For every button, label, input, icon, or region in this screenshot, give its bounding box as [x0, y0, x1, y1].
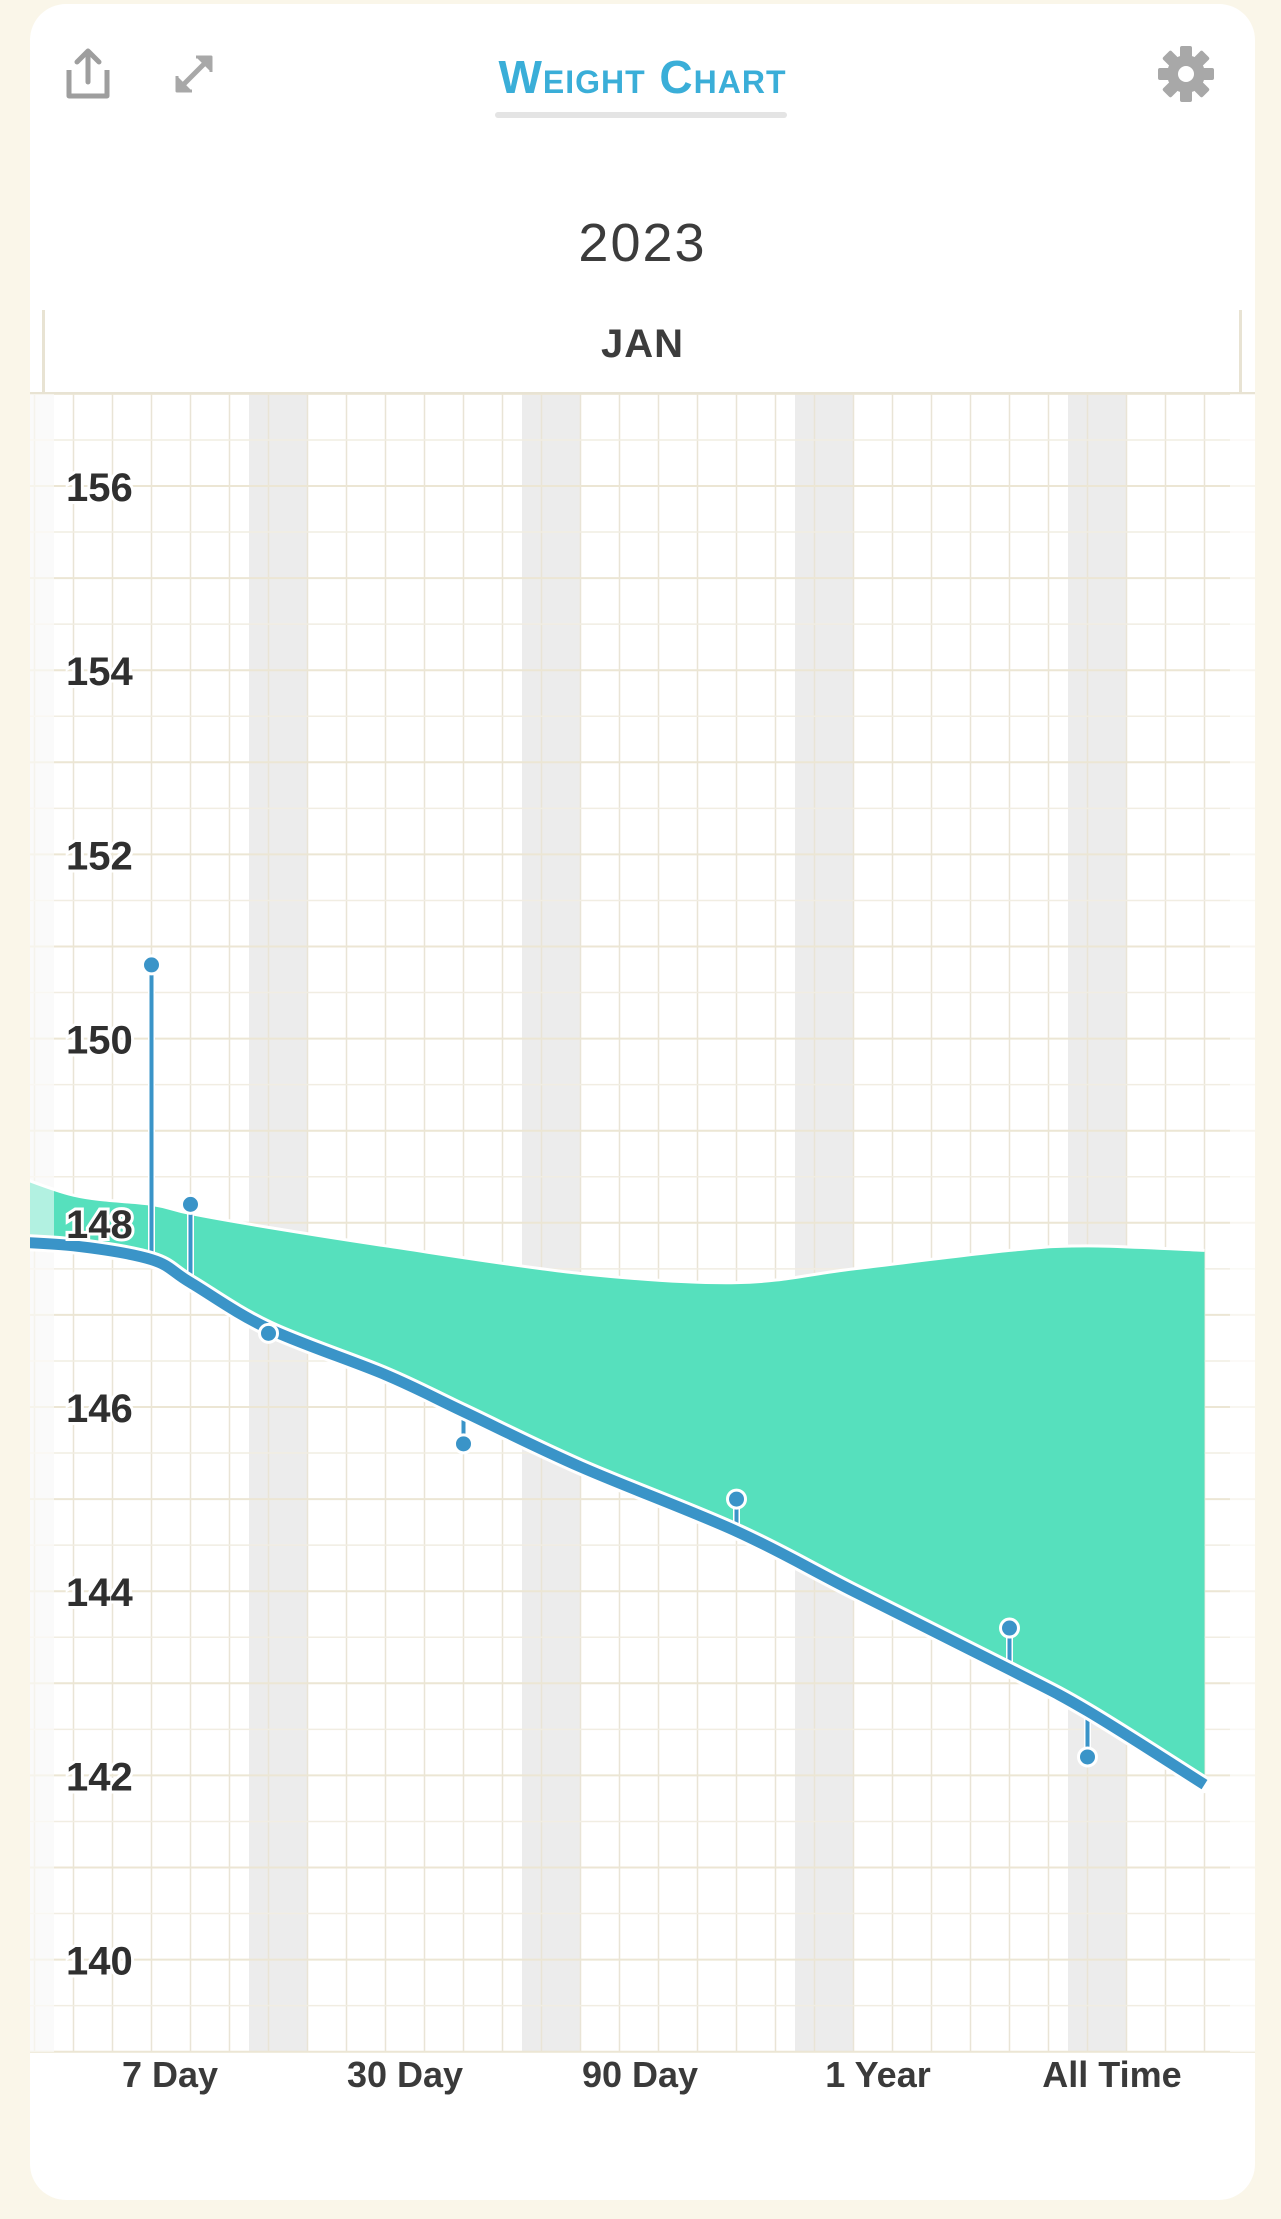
expand-icon — [175, 55, 213, 93]
weigh-in-point[interactable] — [258, 1322, 279, 1344]
weigh-in-point[interactable] — [180, 1193, 201, 1215]
share-button[interactable] — [56, 42, 120, 106]
weigh-in-point[interactable] — [141, 954, 162, 976]
left-fade — [30, 392, 54, 2052]
range-selector: 7 Day 30 Day 90 Day 1 Year All Time — [30, 2054, 1255, 2154]
range-button-all-time[interactable]: All Time — [1042, 2054, 1182, 2095]
y-tick-label: 156 — [66, 466, 133, 510]
y-tick-label: 144 — [66, 1571, 133, 1615]
year-label: 2023 — [578, 213, 707, 273]
range-button-90-day[interactable]: 90 Day — [581, 2054, 699, 2095]
weigh-in-point[interactable] — [1077, 1746, 1098, 1768]
y-tick-label: 140 — [66, 1940, 133, 1984]
range-button-1-year[interactable]: 1 Year — [825, 2054, 931, 2095]
target-band-area — [30, 1180, 1205, 1785]
month-label: JAN — [600, 322, 685, 366]
y-tick-label: 146 — [66, 1387, 133, 1431]
range-button-30-day[interactable]: 30 Day — [346, 2054, 464, 2095]
gear-icon — [1158, 46, 1214, 102]
page-title: Weight Chart — [498, 51, 787, 103]
expand-button[interactable] — [162, 42, 226, 106]
chart-card: Weight Chart 2023 JAN 140 142 144 — [30, 4, 1255, 2200]
y-tick-label: 152 — [66, 834, 133, 878]
range-button-7-day[interactable]: 7 Day — [121, 2054, 219, 2095]
right-fade — [1230, 392, 1255, 2052]
y-tick-label: 150 — [66, 1019, 133, 1063]
settings-button[interactable] — [1154, 42, 1218, 106]
y-tick-label: 154 — [66, 650, 133, 694]
weigh-in-point[interactable] — [453, 1433, 474, 1455]
weigh-in-point[interactable] — [999, 1617, 1020, 1639]
y-tick-label: 148 — [66, 1203, 133, 1247]
share-icon — [66, 48, 110, 99]
title-underline — [495, 112, 787, 118]
trend-line — [30, 1237, 1208, 1790]
y-tick-label: 142 — [66, 1755, 133, 1799]
top-bar: Weight Chart — [30, 4, 1255, 154]
weight-chart[interactable]: 140 142 144 146 148 150 152 154 156 — [30, 392, 1255, 2054]
month-frame — [42, 310, 1242, 394]
weigh-in-point[interactable] — [726, 1488, 747, 1510]
